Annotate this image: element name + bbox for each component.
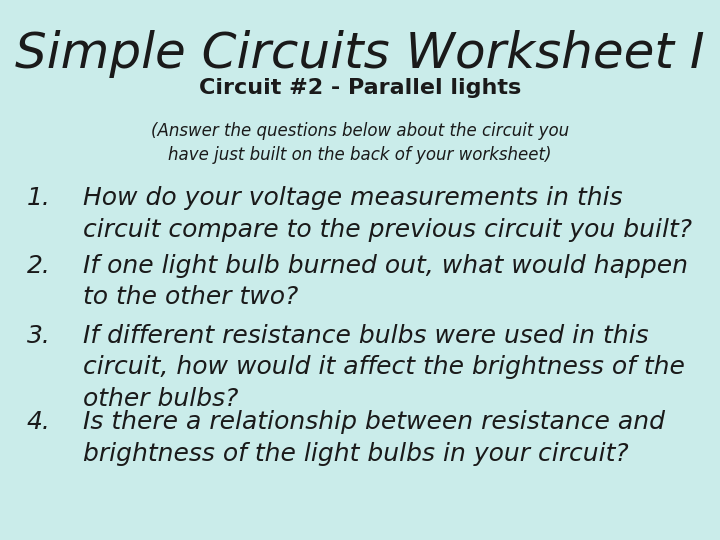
Text: other bulbs?: other bulbs?	[83, 387, 238, 410]
Text: 4.: 4.	[27, 410, 50, 434]
Text: If one light bulb burned out, what would happen: If one light bulb burned out, what would…	[83, 254, 688, 278]
Text: 1.: 1.	[27, 186, 50, 210]
Text: Circuit #2 - Parallel lights: Circuit #2 - Parallel lights	[199, 78, 521, 98]
Text: (Answer the questions below about the circuit you: (Answer the questions below about the ci…	[151, 122, 569, 139]
Text: If different resistance bulbs were used in this: If different resistance bulbs were used …	[83, 324, 649, 348]
Text: to the other two?: to the other two?	[83, 285, 298, 309]
Text: Simple Circuits Worksheet I: Simple Circuits Worksheet I	[15, 30, 705, 78]
Text: circuit compare to the previous circuit you built?: circuit compare to the previous circuit …	[83, 218, 692, 241]
Text: 3.: 3.	[27, 324, 50, 348]
Text: Is there a relationship between resistance and: Is there a relationship between resistan…	[83, 410, 665, 434]
Text: have just built on the back of your worksheet): have just built on the back of your work…	[168, 146, 552, 164]
Text: circuit, how would it affect the brightness of the: circuit, how would it affect the brightn…	[83, 355, 685, 379]
Text: How do your voltage measurements in this: How do your voltage measurements in this	[83, 186, 622, 210]
Text: 2.: 2.	[27, 254, 50, 278]
Text: brightness of the light bulbs in your circuit?: brightness of the light bulbs in your ci…	[83, 442, 629, 465]
